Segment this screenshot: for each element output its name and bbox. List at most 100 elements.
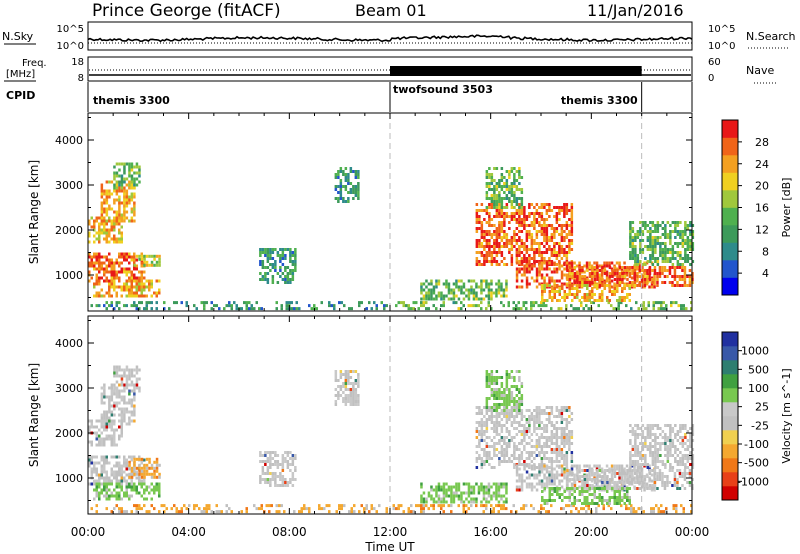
velocity-cell <box>115 368 119 372</box>
power-cell <box>583 278 587 281</box>
power-cell <box>103 201 106 205</box>
power-cell <box>115 189 119 193</box>
power-cell <box>636 272 639 275</box>
power-cell <box>508 251 511 254</box>
power-cell <box>155 279 158 283</box>
velocity-cell <box>636 436 640 439</box>
power-cell <box>230 307 233 311</box>
power-cell <box>528 230 531 233</box>
power-cell <box>503 176 506 179</box>
power-cell <box>291 263 295 266</box>
power-cell <box>138 180 141 184</box>
velocity-cell <box>450 485 453 489</box>
power-cell <box>445 285 448 289</box>
velocity-cell <box>100 413 104 417</box>
power-cell <box>598 264 601 268</box>
power-cell <box>93 285 96 289</box>
power-cell <box>397 301 400 305</box>
power-cell <box>490 236 494 239</box>
velocity-cell <box>291 463 295 466</box>
power-cell <box>352 191 355 194</box>
power-cell <box>540 304 543 308</box>
power-cell <box>118 207 121 211</box>
velocity-cell <box>626 475 629 478</box>
power-cell <box>555 254 559 257</box>
power-cell <box>505 242 509 245</box>
power-cell <box>334 185 338 188</box>
velocity-cell <box>646 427 650 430</box>
velocity-cell <box>397 507 400 511</box>
power-cell <box>573 272 577 275</box>
power-cell <box>503 218 506 221</box>
power-cell <box>452 297 456 301</box>
power-cell <box>352 197 355 200</box>
velocity-cell <box>510 394 514 397</box>
power-cell <box>133 273 136 277</box>
power-cell <box>135 254 139 258</box>
velocity-cell <box>613 472 617 475</box>
power-cell <box>480 203 484 206</box>
power-cell <box>642 307 645 311</box>
power-cell <box>671 266 674 269</box>
power-cell <box>158 257 161 261</box>
power-cell <box>125 195 129 199</box>
velocity-cell <box>563 476 566 480</box>
power-cell <box>661 251 665 254</box>
velocity-cell <box>560 507 563 511</box>
nave-label: Nave <box>746 64 774 77</box>
velocity-cell <box>535 409 539 412</box>
power-cell <box>284 269 287 272</box>
power-cell <box>533 218 536 221</box>
power-cell <box>100 189 104 193</box>
power-cell <box>623 266 627 269</box>
velocity-cell <box>103 401 106 405</box>
power-cell <box>113 219 116 223</box>
velocity-cell <box>560 433 564 436</box>
velocity-cell <box>276 454 280 457</box>
power-cell <box>664 227 667 230</box>
power-cell <box>593 261 596 265</box>
power-cell <box>550 261 554 265</box>
power-cell <box>661 221 665 224</box>
velocity-cell <box>385 507 388 511</box>
velocity-cell <box>601 484 604 487</box>
power-cell <box>515 257 519 260</box>
power-cell <box>530 304 533 308</box>
power-cell <box>518 218 521 221</box>
power-cell <box>540 227 544 230</box>
power-cell <box>671 254 675 257</box>
velocity-cell <box>535 406 539 409</box>
power-cell <box>155 254 159 258</box>
velocity-cell <box>349 376 353 379</box>
power-cell <box>683 272 687 275</box>
power-cell <box>294 269 297 272</box>
velocity-cell <box>515 388 519 391</box>
power-cell <box>661 242 665 245</box>
power-cell <box>650 285 654 289</box>
power-cell <box>518 248 521 251</box>
power-cell <box>140 276 143 280</box>
velocity-cell <box>100 437 103 441</box>
velocity-cell <box>180 510 183 514</box>
velocity-cell <box>532 507 535 511</box>
velocity-cell <box>120 428 123 432</box>
power-cell <box>344 188 348 191</box>
velocity-cell <box>140 482 143 486</box>
velocity-cell <box>105 395 109 399</box>
power-cell <box>105 267 108 271</box>
velocity-cell <box>125 510 128 514</box>
velocity-cell <box>462 500 466 504</box>
velocity-cell <box>105 482 108 486</box>
velocity-cell <box>354 397 358 400</box>
velocity-cell <box>93 488 96 492</box>
power-cell <box>533 248 536 251</box>
power-cell <box>508 170 511 173</box>
velocity-cell <box>505 370 509 373</box>
power-cell <box>530 236 534 239</box>
power-cell <box>543 267 546 271</box>
velocity-cell <box>520 409 524 412</box>
velocity-cell <box>545 427 549 430</box>
power-cell <box>675 301 678 305</box>
velocity-cell <box>558 473 561 477</box>
power-cell <box>245 304 248 308</box>
